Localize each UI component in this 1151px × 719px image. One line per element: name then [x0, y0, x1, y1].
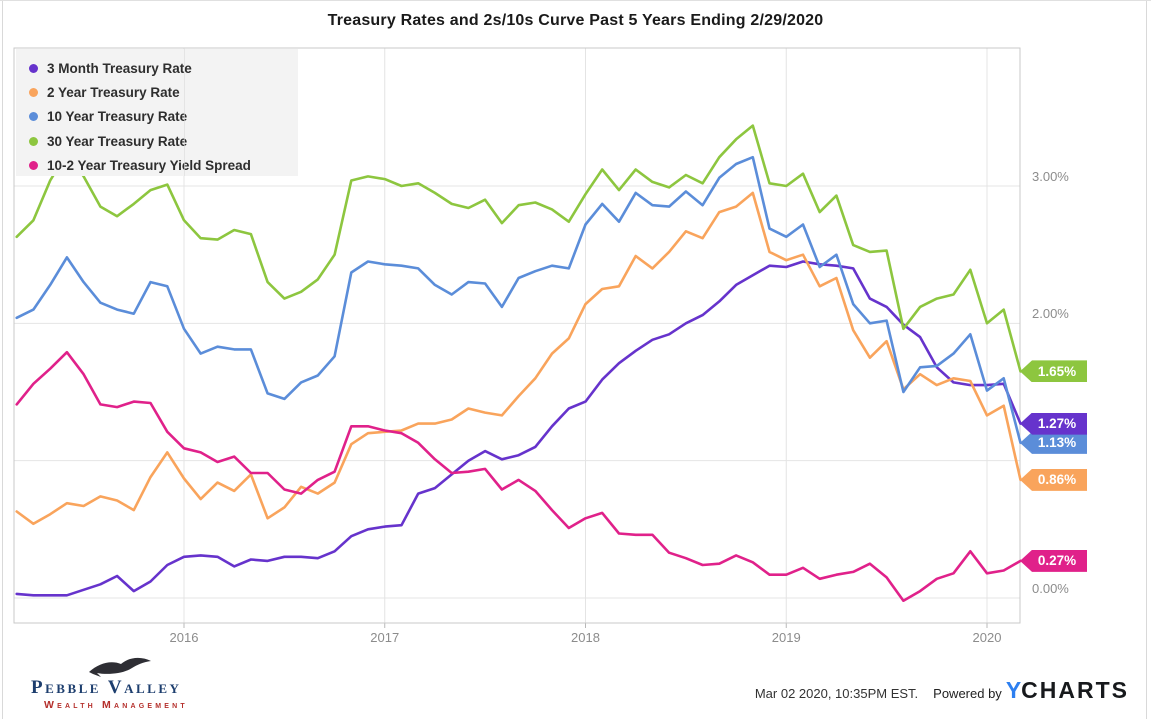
- ycharts-logo-text: CHARTS: [1021, 677, 1129, 703]
- legend-dot-icon: [29, 88, 38, 98]
- legend-label: 10 Year Treasury Rate: [47, 109, 188, 125]
- timestamp: Mar 02 2020, 10:35PM EST.: [754, 686, 919, 701]
- legend-item-10-2-spread: 10-2 Year Treasury Yield Spread: [29, 154, 298, 178]
- y-axis-label-2pct: 2.00%: [1032, 306, 1069, 322]
- chart-legend: 3 Month Treasury Rate 2 Year Treasury Ra…: [16, 49, 298, 176]
- frame-left-border: [2, 1, 3, 719]
- end-value-badge-30-year: 1.65%: [1020, 360, 1087, 383]
- x-axis-label-2019: 2019: [771, 630, 801, 645]
- legend-label: 2 Year Treasury Rate: [47, 85, 180, 101]
- logo-wordmark: Pebble Valley: [31, 677, 182, 698]
- legend-label: 3 Month Treasury Rate: [47, 60, 192, 76]
- legend-dot-icon: [29, 63, 38, 73]
- legend-item-30-year: 30 Year Treasury Rate: [29, 129, 298, 153]
- powered-by-label: Powered by: [933, 686, 1002, 701]
- x-axis-label-2017: 2017: [370, 630, 400, 645]
- ycharts-logo-y: Y: [1005, 677, 1022, 703]
- frame-right-border: [1146, 1, 1147, 719]
- legend-dot-icon: [29, 112, 38, 122]
- pebble-valley-logo: Pebble Valley Wealth Management: [31, 653, 188, 710]
- end-value-badge-2-year: 0.86%: [1020, 468, 1087, 491]
- legend-item-3-month: 3 Month Treasury Rate: [29, 56, 298, 80]
- chart-title: Treasury Rates and 2s/10s Curve Past 5 Y…: [327, 12, 824, 29]
- legend-label: 10-2 Year Treasury Yield Spread: [47, 158, 251, 174]
- footer-attribution: Mar 02 2020, 10:35PM EST. Powered by Y C…: [755, 677, 1129, 704]
- legend-dot-icon: [29, 136, 38, 146]
- legend-dot-icon: [29, 161, 38, 171]
- legend-item-2-year: 2 Year Treasury Rate: [29, 80, 298, 104]
- end-value-badge-3-month: 1.27%: [1020, 412, 1087, 435]
- eagle-icon: [89, 657, 151, 677]
- end-value-badge-10-2-spread: 0.27%: [1020, 549, 1087, 572]
- logo-subtitle: Wealth Management: [44, 699, 188, 711]
- x-axis-label-2018: 2018: [571, 630, 600, 645]
- legend-label: 30 Year Treasury Rate: [47, 133, 188, 149]
- end-value-badge-10-year: 1.13%: [1020, 431, 1087, 454]
- y-axis-label-0pct: 0.00%: [1032, 581, 1069, 596]
- x-axis-label-2020: 2020: [972, 630, 1002, 645]
- legend-item-10-year: 10 Year Treasury Rate: [29, 105, 298, 129]
- x-axis-label-2016: 2016: [169, 630, 199, 645]
- y-axis-label-3pct: 3.00%: [1032, 169, 1069, 184]
- gridline-2016-overlay: [184, 49, 185, 176]
